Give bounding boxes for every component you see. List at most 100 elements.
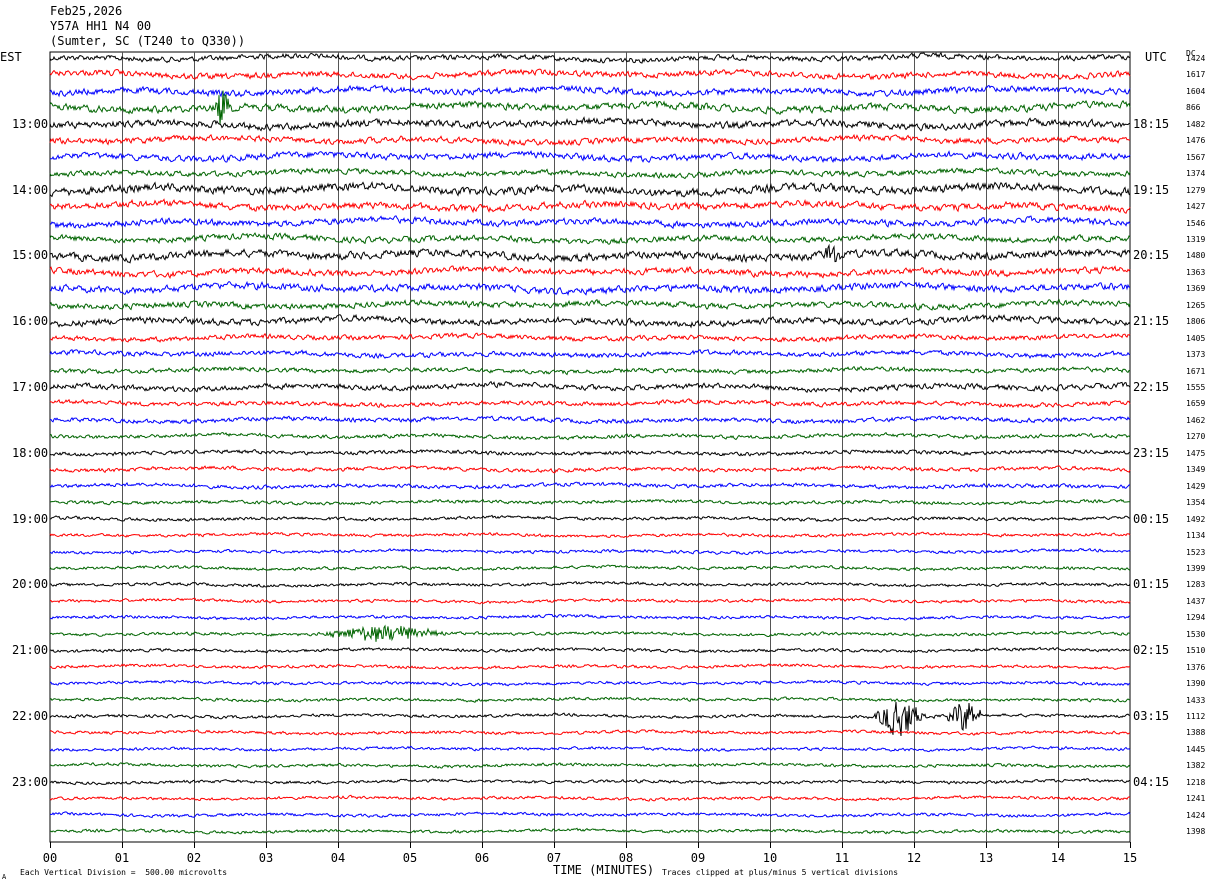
seismic-trace (49, 729, 1131, 736)
dc-offset-label: 1112 (1186, 712, 1206, 721)
right-hour-label: 21:15 (1133, 314, 1170, 329)
seismic-trace (49, 465, 1131, 474)
dc-offset-label: 1388 (1186, 728, 1206, 738)
dc-offset-label: 1283 (1186, 580, 1206, 590)
dc-offset-label: 1382 (1186, 761, 1206, 771)
corner-mark: A (2, 873, 7, 881)
dc-offset-label: 1567 (1186, 152, 1206, 162)
seismic-trace (49, 597, 1131, 605)
left-hour-label: 16:00 (12, 314, 49, 329)
dc-offset-label: 1492 (1186, 514, 1206, 524)
seismic-trace (49, 380, 1131, 394)
dc-offset-label: 1376 (1186, 662, 1206, 672)
seismic-trace (49, 198, 1131, 214)
seismic-trace (49, 167, 1131, 180)
dc-offset-header: DC (1186, 49, 1196, 58)
x-tick-label: 01 (114, 851, 130, 865)
seismic-trace (49, 265, 1131, 279)
dc-offset-label: 1530 (1186, 629, 1206, 639)
seismic-trace (49, 280, 1130, 296)
right-hour-label: 04:15 (1133, 774, 1170, 789)
x-tick-label: 07 (546, 851, 562, 865)
x-tick-label: 09 (690, 851, 706, 865)
left-hour-label: 13:00 (12, 116, 49, 131)
x-tick-label: 06 (474, 851, 490, 865)
dc-offset-label: 1373 (1186, 350, 1206, 360)
seismic-trace (49, 811, 1131, 819)
seismic-trace (49, 547, 1131, 556)
dc-offset-label: 1617 (1186, 70, 1206, 80)
x-tick-label: 14 (1050, 851, 1066, 865)
dc-offset-label: 1134 (1186, 531, 1206, 541)
seismic-trace (49, 701, 1131, 737)
seismic-trace (50, 332, 1131, 343)
seismic-trace (49, 514, 1131, 523)
dc-offset-label: 1374 (1186, 169, 1206, 179)
seismic-trace (49, 663, 1131, 670)
left-hour-label: 23:00 (12, 774, 49, 789)
seismic-trace (49, 564, 1131, 572)
x-tick-label: 00 (42, 851, 58, 865)
left-hour-label: 21:00 (12, 643, 49, 658)
dc-offset-label: 1445 (1186, 744, 1206, 754)
seismic-trace (49, 679, 1131, 687)
dc-offset-label: 1270 (1186, 432, 1206, 442)
right-timezone-label: UTC (1145, 50, 1167, 64)
dc-offset-label: 1462 (1186, 415, 1206, 425)
x-tick-label: 04 (330, 851, 346, 865)
dc-offset-label: 1399 (1186, 563, 1206, 573)
dc-offset-label: 1390 (1186, 679, 1206, 689)
left-hour-label: 14:00 (12, 182, 49, 197)
seismic-trace (49, 243, 1131, 264)
dc-offset-label: 1482 (1186, 119, 1206, 129)
station-code: Y57A HH1 N4 00 (50, 19, 152, 33)
dc-offset-label: 1265 (1186, 300, 1206, 310)
right-hour-label: 20:15 (1133, 248, 1170, 263)
plot-date: Feb25,2026 (50, 4, 123, 18)
dc-offset-label: 1354 (1186, 498, 1206, 508)
x-tick-label: 15 (1122, 851, 1138, 865)
right-hour-label: 18:15 (1133, 116, 1170, 131)
dc-offset-label: 1659 (1186, 399, 1206, 409)
dc-offset-label: 1475 (1186, 448, 1206, 458)
right-hour-label: 19:15 (1133, 182, 1170, 197)
seismic-trace (49, 415, 1131, 425)
dc-offset-label: 1218 (1186, 777, 1206, 787)
seismic-trace (49, 398, 1131, 409)
right-hour-label: 01:15 (1133, 577, 1170, 592)
seismic-trace (49, 646, 1131, 654)
seismic-trace (49, 481, 1131, 490)
x-tick-label: 13 (978, 851, 994, 865)
seismic-trace (49, 498, 1131, 506)
seismic-trace (49, 624, 1131, 642)
dc-offset-label: 1241 (1186, 794, 1206, 804)
seismic-trace (49, 90, 1131, 125)
seismic-trace (49, 116, 1131, 132)
seismic-trace (49, 84, 1131, 98)
seismic-trace (49, 696, 1130, 703)
dc-offset-label: 1369 (1186, 284, 1206, 294)
x-tick-label: 05 (402, 851, 418, 865)
seismic-trace (49, 761, 1131, 769)
vertical-scale-note: Each Vertical Division = 500.00 microvol… (20, 868, 228, 877)
dc-offset-label: 1806 (1186, 317, 1206, 327)
seismic-trace (49, 181, 1131, 198)
seismic-trace (49, 778, 1131, 786)
left-hour-label: 17:00 (12, 380, 49, 394)
dc-offset-label: 1555 (1186, 383, 1206, 392)
seismic-trace (49, 531, 1131, 539)
dc-offset-label: 1279 (1186, 185, 1206, 195)
x-tick-label: 10 (762, 851, 778, 865)
dc-offset-label: 1671 (1186, 366, 1206, 376)
x-tick-label: 02 (186, 851, 202, 865)
dc-offset-label: 1363 (1186, 267, 1206, 277)
dc-offset-label: 1546 (1186, 218, 1206, 228)
plot-frame (49, 51, 1131, 843)
dc-offset-label: 1429 (1186, 481, 1206, 491)
seismic-trace (49, 298, 1131, 311)
dc-offset-label: 1294 (1186, 613, 1206, 623)
dc-offset-label: 1480 (1186, 251, 1206, 261)
x-tick-label: 11 (834, 851, 850, 865)
dc-offset-label: 1405 (1186, 333, 1206, 343)
